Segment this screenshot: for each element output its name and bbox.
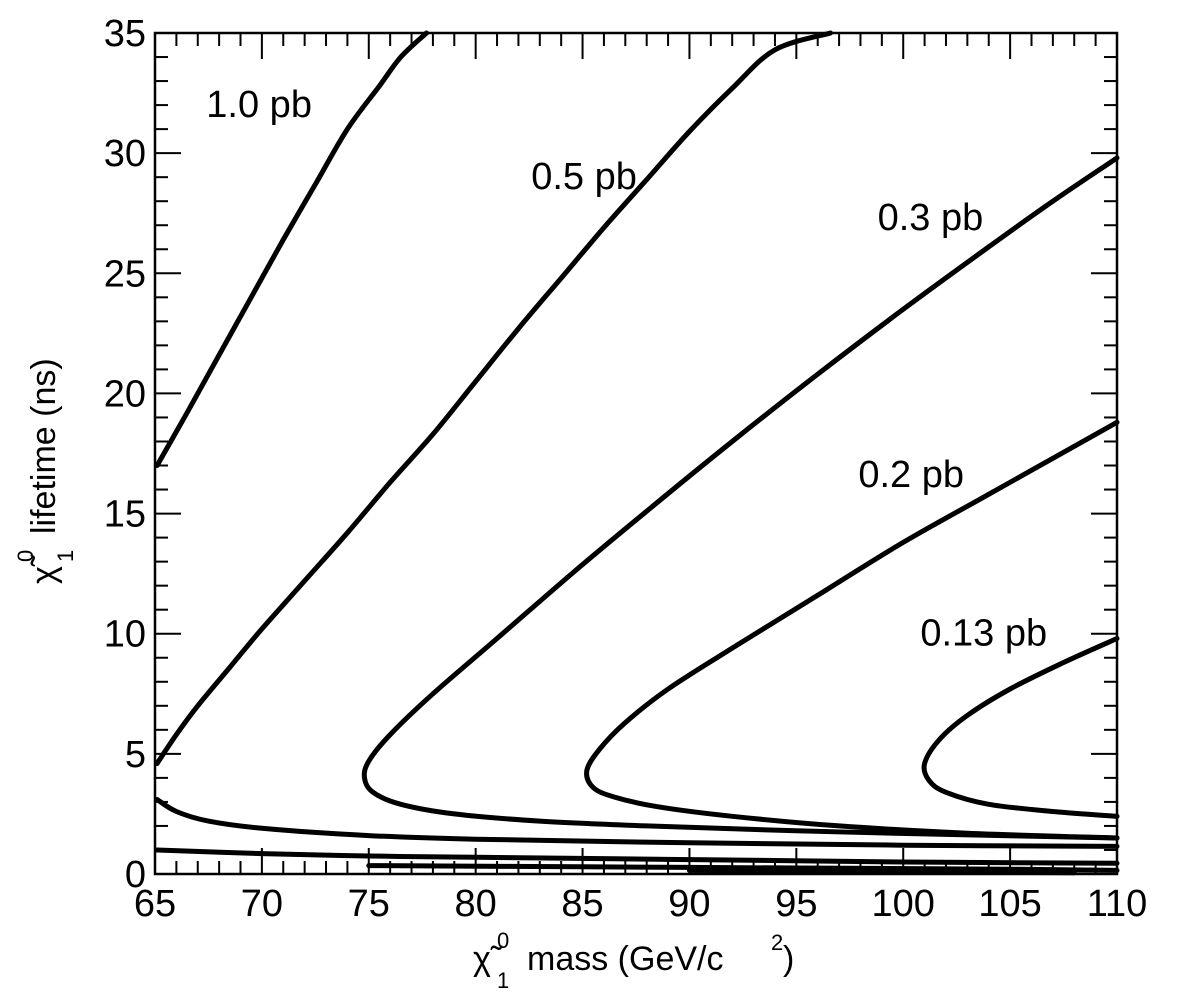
- contour-annotation: 0.3 pb: [878, 197, 984, 239]
- x-tick-label: 95: [775, 883, 817, 925]
- contour-line: [921, 636, 1120, 819]
- contour-annotation: 1.0 pb: [206, 84, 312, 126]
- x-tick-label: 70: [241, 883, 283, 925]
- x-tick-label: 100: [872, 883, 935, 925]
- contour-lines: [154, 30, 1120, 876]
- y-tick-label: 0: [125, 854, 146, 896]
- plot-frame: [153, 31, 1119, 876]
- x-tick-labels: 65 70 75 80 85 90 95 100 105 110: [134, 883, 1147, 925]
- x-tick-label: 85: [561, 883, 603, 925]
- x-axis-label-sup: 2: [771, 930, 783, 955]
- axis-ticks: [154, 32, 1118, 875]
- contour-line: [366, 863, 1120, 873]
- x-tick-label: 65: [134, 883, 176, 925]
- contour-line: [361, 155, 1120, 841]
- y-axis-symbol-sub: 1: [53, 550, 78, 562]
- y-axis-symbol-sup: 0: [13, 550, 38, 562]
- y-axis-label: lifetime (ns): [25, 358, 63, 534]
- contour-line: [584, 419, 1120, 841]
- y-tick-label: 35: [104, 13, 146, 55]
- y-tick-labels: 0 5 10 15 20 25 30 35: [104, 13, 146, 896]
- y-tick-label: 25: [104, 253, 146, 295]
- contour-annotation: 0.5 pb: [531, 156, 637, 198]
- x-axis-symbol-sup: 0: [497, 928, 509, 953]
- contour-labels: 1.0 pb 0.5 pb 0.3 pb 0.2 pb 0.13 pb: [206, 84, 1047, 655]
- contour-line: [154, 797, 1120, 849]
- y-tick-label: 15: [104, 494, 146, 536]
- y-tick-label: 5: [125, 734, 146, 776]
- x-axis-label-close: ): [783, 940, 794, 978]
- x-tick-label: 90: [668, 883, 710, 925]
- contour-line: [154, 30, 429, 468]
- y-axis-title: χ̃ 0 1 lifetime (ns): [13, 358, 78, 584]
- contour-line: [686, 867, 1077, 876]
- x-tick-label: 75: [348, 883, 390, 925]
- x-axis-symbol-sub: 1: [497, 968, 509, 993]
- contour-line: [154, 30, 833, 766]
- x-tick-label: 110: [1087, 883, 1148, 925]
- y-tick-label: 30: [104, 133, 146, 175]
- contour-line: [154, 847, 1120, 866]
- x-tick-label: 105: [978, 883, 1041, 925]
- x-axis-title: χ̃ 0 1 mass (GeV/c 2 ): [473, 928, 794, 993]
- contour-annotation: 0.2 pb: [858, 454, 964, 496]
- contour-annotation: 0.13 pb: [920, 613, 1047, 655]
- y-tick-label: 10: [104, 614, 146, 656]
- x-tick-label: 80: [455, 883, 497, 925]
- y-tick-label: 20: [104, 373, 146, 415]
- x-axis-label: mass (GeV/c: [527, 940, 723, 978]
